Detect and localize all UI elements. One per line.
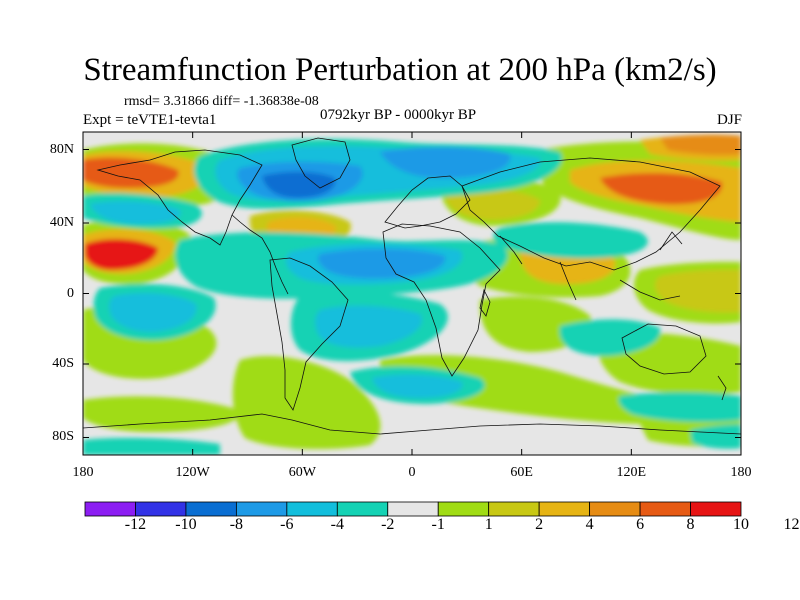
colorbar-swatch bbox=[639, 501, 691, 517]
x-tick-label: 180 bbox=[730, 465, 752, 480]
map-title: Streamfunction Perturbation at 200 hPa (… bbox=[83, 52, 717, 88]
colorbar-label: -6 bbox=[280, 516, 294, 533]
contour-region bbox=[493, 222, 648, 259]
colorbar-label: -2 bbox=[381, 516, 395, 533]
y-tick-label: 80N bbox=[49, 141, 74, 157]
contour-region bbox=[380, 146, 511, 179]
colorbar-swatch bbox=[235, 501, 288, 517]
x-tick-label: 180 bbox=[72, 465, 94, 480]
y-tick-label: 40N bbox=[49, 214, 74, 230]
contour-region bbox=[83, 396, 241, 432]
colorbar-swatch bbox=[84, 501, 136, 517]
colorbar-swatch bbox=[135, 501, 187, 517]
contour-region bbox=[85, 239, 158, 270]
colorbar-label: 1 bbox=[484, 516, 493, 533]
contour-region bbox=[317, 248, 446, 279]
colorbar-swatch bbox=[437, 501, 490, 517]
colorbar-swatch bbox=[387, 501, 439, 517]
colorbar-label: -12 bbox=[124, 516, 147, 533]
rmsd-diff-stats: rmsd= 3.31866 diff= -1.36838e-08 bbox=[124, 94, 319, 109]
contour-region bbox=[690, 424, 741, 449]
colorbar-label: 12 bbox=[783, 516, 800, 533]
x-tick-label: 60E bbox=[510, 465, 533, 480]
colorbar-swatch bbox=[538, 501, 591, 517]
y-tick-label: 40S bbox=[52, 356, 74, 371]
colorbar-swatch bbox=[589, 501, 641, 517]
colorbar-label: -1 bbox=[431, 516, 445, 533]
x-tick-label: 120E bbox=[616, 465, 647, 480]
contour-region bbox=[109, 293, 197, 332]
colorbar bbox=[84, 501, 742, 517]
colorbar-label: -8 bbox=[229, 516, 244, 533]
colorbar-swatch bbox=[185, 501, 237, 517]
contour-field bbox=[83, 134, 741, 455]
contour-region bbox=[232, 356, 381, 450]
colorbar-swatch bbox=[286, 501, 338, 517]
colorbar-label: -10 bbox=[175, 516, 197, 533]
colorbar-swatch bbox=[690, 501, 742, 517]
season-label: DJF bbox=[716, 112, 742, 128]
colorbar-swatch bbox=[488, 501, 540, 517]
colorbar-label: 4 bbox=[585, 516, 594, 533]
contour-region bbox=[655, 269, 741, 313]
colorbar-label: 8 bbox=[686, 516, 695, 533]
x-tick-label: 60W bbox=[288, 465, 316, 480]
colorbar-label: 2 bbox=[535, 516, 544, 533]
contour-region bbox=[559, 319, 661, 356]
y-tick-label: 80S bbox=[52, 429, 74, 445]
contour-region bbox=[618, 392, 741, 422]
contour-region bbox=[83, 157, 179, 188]
x-tick-label: 120W bbox=[175, 465, 210, 480]
contour-region bbox=[372, 374, 463, 398]
period-label: 0792kyr BP - 0000kyr BP bbox=[320, 107, 477, 123]
colorbar-swatch bbox=[336, 501, 389, 517]
contour-region bbox=[90, 201, 181, 224]
colorbar-label: 6 bbox=[636, 516, 645, 533]
experiment-label: Expt = teVTE1-tevta1 bbox=[83, 112, 217, 128]
colorbar-label: 10 bbox=[733, 516, 749, 533]
colorbar-label: -4 bbox=[330, 516, 344, 533]
coastlines bbox=[83, 137, 741, 435]
contour-region bbox=[262, 171, 336, 198]
contour-region bbox=[83, 437, 220, 455]
contour-region bbox=[315, 305, 422, 348]
contour-region bbox=[660, 134, 741, 155]
x-tick-label: 0 bbox=[408, 465, 416, 480]
contour-region bbox=[600, 173, 723, 205]
y-tick-label: 0 bbox=[67, 285, 74, 301]
